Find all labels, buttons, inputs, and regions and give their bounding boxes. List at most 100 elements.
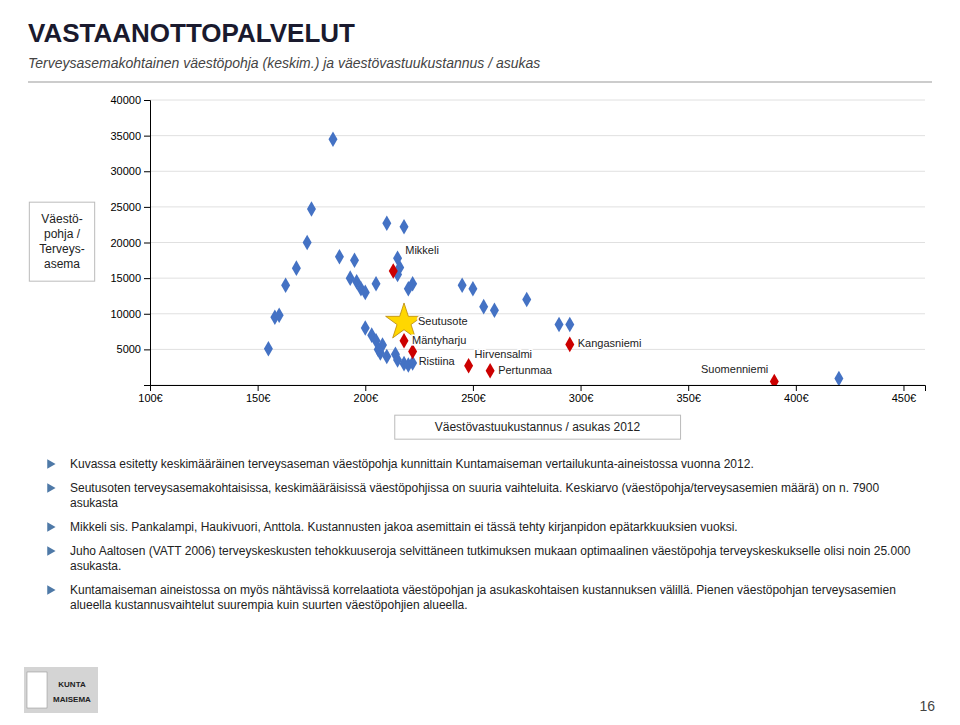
x-tick: 350€ bbox=[676, 385, 700, 404]
y-tick-mark bbox=[144, 385, 150, 386]
point-label: Kangasniemi bbox=[578, 337, 642, 349]
point-label: Mäntyharju bbox=[412, 334, 466, 346]
point-label: Pertunmaa bbox=[498, 364, 553, 376]
separator bbox=[28, 82, 932, 83]
x-label: Väestövastuukustannus / asukas 2012 bbox=[435, 420, 641, 434]
point bbox=[372, 276, 381, 292]
point bbox=[292, 260, 301, 276]
x-tick-label: 350€ bbox=[676, 392, 700, 404]
y-tick-mark bbox=[144, 100, 150, 101]
x-tick-label: 150€ bbox=[246, 392, 270, 404]
x-tick-mark bbox=[473, 385, 474, 391]
y-tick-mark bbox=[144, 136, 150, 137]
y-tick-label: 35000 bbox=[110, 130, 141, 142]
point bbox=[281, 277, 290, 293]
y-axis-line bbox=[144, 101, 151, 386]
point bbox=[275, 307, 284, 323]
x-tick-label: 300€ bbox=[569, 392, 593, 404]
subtitle: Terveysasemakohtainen väestöpohja (keski… bbox=[28, 55, 540, 71]
point bbox=[770, 374, 779, 385]
y-tick: 20000 bbox=[110, 237, 150, 249]
y-tick-mark bbox=[144, 207, 150, 208]
point bbox=[490, 302, 499, 318]
point bbox=[458, 277, 467, 293]
point bbox=[303, 235, 312, 251]
point bbox=[382, 349, 391, 365]
x-tick: 250€ bbox=[461, 385, 485, 404]
bullet-arrow bbox=[47, 483, 55, 493]
point bbox=[468, 281, 477, 297]
logo: KUNTAMAISEMA bbox=[24, 667, 98, 713]
y-tick: 5000 bbox=[117, 343, 150, 355]
x-tick-mark bbox=[581, 385, 582, 391]
y-tick-mark bbox=[144, 243, 150, 244]
x-tick-mark bbox=[688, 385, 689, 391]
grid-line-y bbox=[150, 100, 925, 101]
point bbox=[834, 371, 843, 385]
note: Kuntamaiseman aineistossa on myös nähtäv… bbox=[70, 583, 896, 612]
y-tick bbox=[144, 385, 150, 386]
grid-line-y bbox=[150, 313, 925, 314]
note: Seutusoten terveysasemakohtaisissa, kesk… bbox=[70, 481, 879, 510]
y-tick-label: 20000 bbox=[110, 237, 141, 249]
y-tick: 10000 bbox=[110, 308, 150, 320]
note: Kuvassa esitetty keskimääräinen terveysa… bbox=[70, 457, 754, 471]
x-tick: 400€ bbox=[784, 385, 808, 404]
y-tick: 30000 bbox=[110, 165, 150, 177]
x-tick: 100€ bbox=[138, 385, 162, 404]
point bbox=[408, 276, 417, 292]
point bbox=[555, 317, 564, 333]
point bbox=[479, 299, 488, 315]
grid-line-y bbox=[150, 171, 925, 172]
point-label: Seutusote bbox=[418, 315, 468, 327]
point bbox=[328, 131, 337, 147]
chart: VASTAANOTTOPALVELUT Terveysasemakohtainen… bbox=[0, 0, 960, 725]
y-axis: 5000 10000 15000 20000 25000 30000 35000 40000 bbox=[110, 94, 150, 385]
logo-text: KUNTA bbox=[58, 680, 86, 689]
point bbox=[335, 249, 344, 265]
title: VASTAANOTTOPALVELUT bbox=[28, 18, 355, 48]
point-label: Ristiina bbox=[419, 355, 456, 367]
x-tick: 300€ bbox=[569, 385, 593, 404]
grid-line-y bbox=[150, 278, 925, 279]
grid bbox=[150, 100, 925, 385]
x-tick-mark bbox=[258, 385, 259, 391]
logo-icon bbox=[27, 672, 47, 708]
y-tick-mark bbox=[144, 314, 150, 315]
y-tick: 15000 bbox=[110, 272, 150, 284]
logo-background bbox=[24, 667, 98, 713]
y-tick-label: 5000 bbox=[117, 343, 141, 355]
note-line: Kuntamaiseman aineistossa on myös nähtäv… bbox=[70, 583, 896, 597]
x-tick-mark bbox=[365, 385, 366, 391]
y-label-line: asema bbox=[44, 257, 80, 271]
x-label-frame bbox=[395, 415, 681, 439]
point bbox=[382, 215, 391, 231]
x-axis: 100€150€200€250€300€350€400€450€ bbox=[138, 385, 925, 404]
note-line: Juho Aaltosen (VATT 2006) terveyskeskust… bbox=[70, 544, 911, 558]
x-tick-label: 250€ bbox=[461, 392, 485, 404]
x-tick: 150€ bbox=[246, 385, 270, 404]
y-tick-mark bbox=[144, 349, 150, 350]
point-label: Hirvensalmi bbox=[475, 348, 532, 360]
y-tick-label: 30000 bbox=[110, 165, 141, 177]
note-line: asukasta bbox=[70, 496, 118, 510]
point-label: Mikkeli bbox=[405, 244, 439, 256]
note-line: asukasta. bbox=[70, 559, 121, 573]
point bbox=[565, 317, 574, 333]
y-label-line: Väestö- bbox=[41, 212, 82, 226]
y-tick: 25000 bbox=[110, 201, 150, 213]
x-tick-mark bbox=[903, 385, 904, 391]
point bbox=[522, 292, 531, 308]
x-tick-label: 400€ bbox=[784, 392, 808, 404]
bullet-arrow bbox=[47, 585, 55, 595]
grid-line-y bbox=[150, 206, 925, 207]
point bbox=[400, 219, 409, 235]
y-label-line: Terveys- bbox=[39, 242, 84, 256]
y-tick-label: 25000 bbox=[110, 201, 141, 213]
x-tick-label: 200€ bbox=[354, 392, 378, 404]
y-tick-label: 15000 bbox=[110, 272, 141, 284]
note: Juho Aaltosen (VATT 2006) terveyskeskust… bbox=[70, 544, 911, 573]
y-label: Väestö-pohja /Terveys-asema bbox=[39, 212, 84, 271]
point bbox=[264, 341, 273, 357]
y-tick: 40000 bbox=[110, 94, 150, 106]
